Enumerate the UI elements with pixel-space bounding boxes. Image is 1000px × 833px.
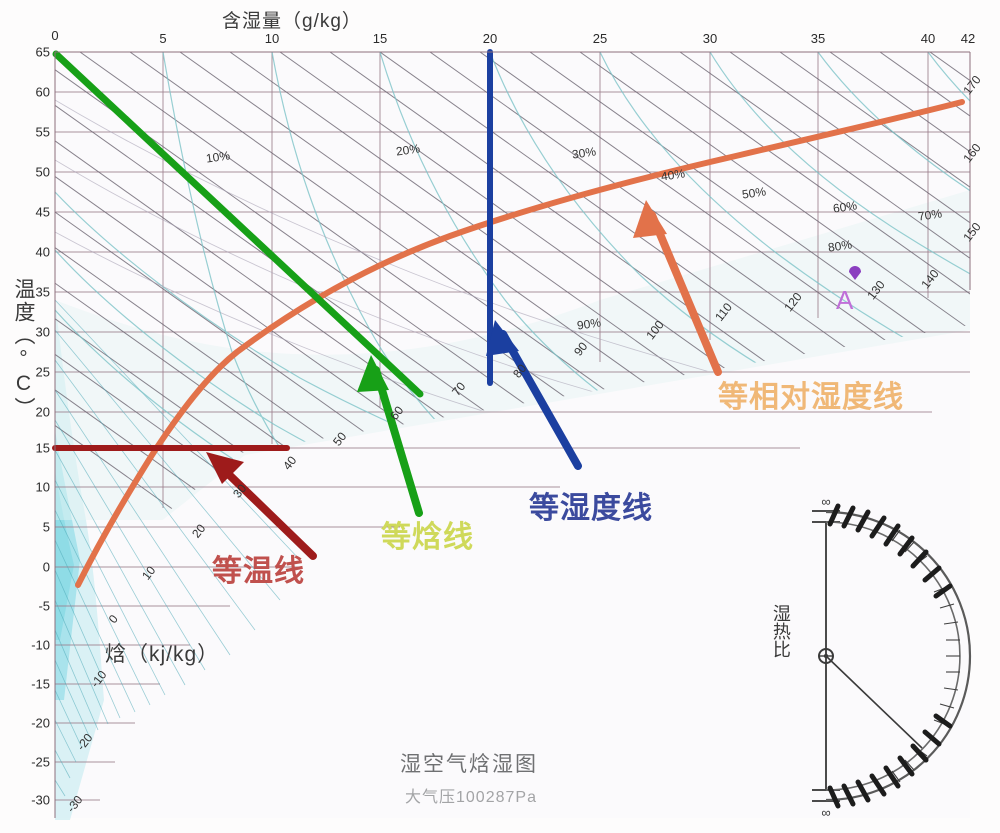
x-tick-label: 20 — [482, 31, 498, 46]
isotherm-caption: 等温线 — [212, 555, 305, 588]
annotation-arrows — [206, 200, 722, 560]
y-tick-label: 5 — [42, 519, 50, 535]
fog-fan-lines — [54, 299, 301, 797]
x-tick-label: 0 — [51, 28, 59, 43]
y-tick-label: 10 — [35, 479, 50, 495]
y-tick-label: 30 — [35, 324, 50, 340]
isenthalp-line — [52, 50, 424, 398]
protractor-label: 湿热比 — [770, 604, 791, 658]
y-tick-label: -5 — [38, 598, 50, 614]
x-tick-label: 42 — [960, 31, 976, 46]
x-tick-label: 40 — [920, 31, 936, 46]
y-tick-label: 50 — [35, 164, 50, 180]
isenthalp-caption: 等焓线 — [381, 521, 474, 554]
enthalpy-axis-title: 焓（kj/kg） — [105, 643, 220, 666]
y-tick-label: 40 — [35, 244, 50, 260]
y-tick-label: -30 — [31, 792, 50, 808]
y-tick-label: 45 — [35, 204, 50, 220]
y-tick-label: -20 — [31, 715, 50, 731]
isenthalp-arrow — [357, 355, 423, 517]
point-a-label: A — [836, 285, 854, 315]
y-tick-label: 20 — [35, 404, 50, 420]
y-tick-label: -10 — [31, 637, 50, 653]
left-axis-title: 温度（°C） — [12, 278, 35, 420]
svg-text:∞: ∞ — [821, 805, 830, 820]
y-tick-label: 65 — [35, 44, 50, 60]
iso-humidity-caption: 等湿度线 — [529, 492, 653, 525]
y-tick-label: 25 — [35, 364, 50, 380]
y-tick-label: -15 — [31, 676, 50, 692]
svg-text:∞: ∞ — [821, 494, 830, 509]
top-axis-title: 含湿量（g/kg） — [222, 11, 362, 32]
x-tick-label: 10 — [264, 31, 280, 46]
y-tick-label: 0 — [42, 559, 50, 575]
axis-ticks — [54, 51, 971, 818]
figure-title: 湿空气焓湿图 — [400, 753, 538, 776]
isotherm-arrow — [206, 452, 317, 560]
y-tick-label: 35 — [35, 284, 50, 300]
x-tick-label: 35 — [810, 31, 826, 46]
y-tick-label: 55 — [35, 124, 50, 140]
iso-rh-caption: 等相对湿度线 — [718, 381, 904, 414]
x-tick-label: 5 — [159, 31, 167, 46]
protractor-graphic: ∞ ∞ — [812, 494, 972, 820]
y-tick-label: -25 — [31, 754, 50, 770]
saturation-curve — [75, 99, 965, 588]
x-tick-label: 30 — [702, 31, 718, 46]
y-tick-label: 60 — [35, 84, 50, 100]
figure-subtitle: 大气压100287Pa — [405, 789, 537, 806]
point-a-marker — [849, 266, 861, 280]
y-tick-label: 15 — [35, 440, 50, 456]
iso-rh-arrow — [633, 200, 722, 376]
x-tick-label: 15 — [372, 31, 388, 46]
x-tick-label: 25 — [592, 31, 608, 46]
iso-humidity-arrow — [486, 320, 582, 470]
